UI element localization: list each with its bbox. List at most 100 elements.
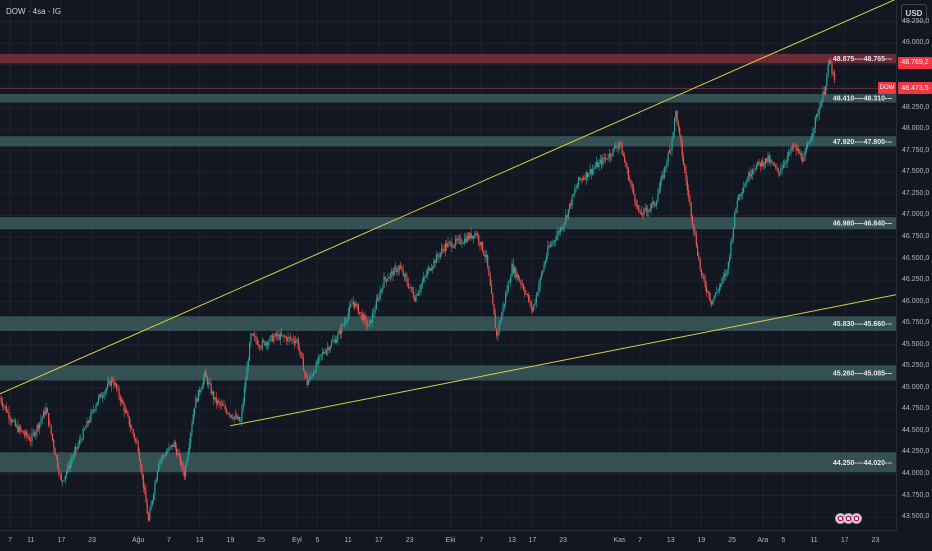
candle-body — [301, 353, 303, 359]
candle-body — [558, 231, 560, 233]
candle-body — [26, 431, 28, 437]
time-tick-label: 5 — [781, 537, 786, 544]
candle-body — [475, 233, 477, 235]
candle-body — [286, 337, 288, 342]
candle-body — [99, 394, 101, 398]
candle-body — [16, 425, 18, 427]
time-tick-label: 13 — [666, 537, 675, 544]
candle-body — [702, 274, 704, 276]
candle-body — [214, 397, 216, 400]
candle-body — [662, 175, 664, 178]
candle-body — [223, 405, 225, 407]
candle-body — [613, 146, 615, 149]
price-axis[interactable]: USD 43.500,0 43.750,0 44.000,0 44.250,0 44.5… — [896, 0, 932, 530]
candle-body — [722, 276, 724, 280]
candle-body — [513, 268, 516, 274]
candle-body — [713, 296, 715, 300]
candle-body — [260, 347, 262, 349]
candle-body — [368, 324, 370, 326]
candle-body — [707, 291, 709, 292]
candle-body — [383, 276, 385, 288]
chart-area[interactable]: 48.875----48.765--- 48.410----48.310--- 47… — [0, 0, 896, 530]
candle-body — [589, 169, 591, 175]
candle-body — [165, 452, 167, 456]
candle-body — [803, 156, 805, 162]
candle-body — [790, 147, 792, 153]
candle-body — [435, 254, 438, 263]
currency-button[interactable]: USD — [901, 4, 927, 22]
candle-body — [777, 168, 779, 173]
candle-body — [51, 433, 54, 440]
candle-body — [103, 395, 105, 397]
candle-body — [453, 245, 455, 248]
candle-body — [220, 404, 223, 405]
candle-body — [4, 405, 6, 407]
candle-body — [698, 255, 700, 260]
candle-body — [598, 162, 600, 168]
time-tick-label: 23 — [88, 537, 97, 544]
candle-body — [483, 251, 485, 255]
candle-body — [654, 205, 656, 206]
candle-body — [808, 142, 810, 144]
candle-body — [685, 171, 687, 181]
candle-body — [359, 312, 361, 314]
candle-body — [700, 269, 703, 275]
candle-body — [375, 300, 377, 310]
candle-body — [750, 174, 752, 177]
candle-body — [497, 332, 499, 336]
time-tick-label: 11 — [810, 537, 818, 544]
candle-body — [101, 396, 103, 398]
candle-body — [193, 407, 196, 415]
candle-body — [155, 479, 157, 484]
candle-body — [741, 191, 743, 194]
candle-body — [115, 383, 118, 389]
candle-body — [789, 152, 791, 153]
candle-body — [33, 432, 36, 436]
candle-body — [428, 267, 430, 271]
candle-body — [185, 464, 187, 477]
time-tick-label: Kas — [613, 537, 626, 544]
candle-body — [132, 429, 134, 435]
price-tick-label: 46.750,0 — [902, 232, 930, 240]
price-tick-label: 46.250,0 — [902, 276, 930, 284]
candle-body — [686, 180, 688, 191]
time-tick-label: 23 — [559, 537, 568, 544]
candle-body — [222, 404, 224, 406]
candle-body — [813, 127, 815, 133]
candle-body — [594, 166, 596, 169]
candle-body — [525, 293, 527, 295]
candle-body — [5, 406, 7, 413]
candle-body — [374, 309, 376, 313]
candle-body — [261, 340, 263, 348]
candle-body — [727, 262, 729, 270]
candle-body — [517, 274, 519, 280]
candle-body — [682, 156, 685, 165]
candle-body — [520, 281, 522, 285]
time-axis[interactable]: 7 11 17 23 Ağu 7 13 19 25 Eyl 5 11 17 23 Eki 7 13 17 23 Kas… — [0, 530, 896, 551]
time-tick-label: 7 — [638, 537, 642, 544]
candle-body — [708, 291, 710, 299]
candle-body — [570, 203, 572, 206]
candle-body — [569, 203, 571, 210]
candle-body — [466, 235, 468, 243]
candle-body — [624, 156, 626, 162]
candle-body — [172, 444, 174, 447]
candle-body — [74, 447, 77, 452]
us-flag-icon[interactable] — [851, 513, 862, 524]
candle-body — [705, 287, 708, 292]
candle-body — [639, 210, 641, 212]
candle-body — [121, 399, 123, 402]
candle-body — [736, 200, 738, 208]
candle-body — [595, 162, 598, 167]
candle-body — [167, 451, 169, 453]
candle-body — [385, 279, 388, 281]
candle-body — [401, 268, 403, 271]
candle-body — [648, 209, 650, 212]
candle-body — [279, 333, 281, 340]
chart-canvas[interactable]: 48.875----48.765--- 48.410----48.310--- 47… — [0, 0, 896, 530]
candle-body — [25, 431, 27, 435]
candle-body — [731, 238, 733, 243]
candle-body — [32, 432, 34, 434]
candle-body — [136, 440, 138, 444]
candle-body — [217, 400, 219, 404]
